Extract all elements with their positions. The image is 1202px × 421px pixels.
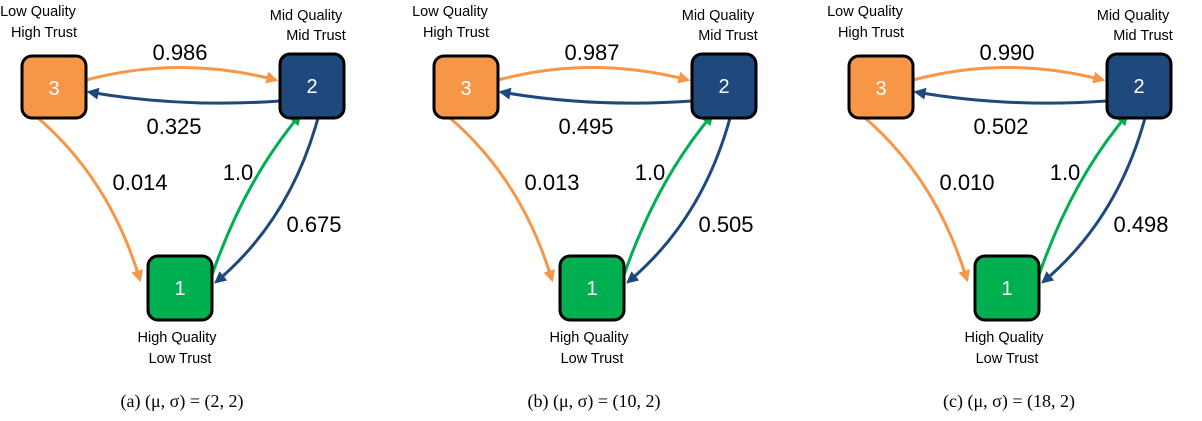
state-3-node [847,54,915,120]
state-3-label-line2: High Trust [423,25,489,41]
edge-1-to-2 [1037,113,1129,276]
state-1-label-line2: Low Trust [976,351,1039,367]
panel-a: 3 2 1 Low Quality High Trust Mid Quality… [0,4,346,412]
state-3-label-line1: Low Quality [0,4,77,20]
state-3-id: 3 [875,78,886,100]
state-1-node [146,254,214,322]
state-1-id: 1 [174,278,185,300]
edge-3-to-1 [864,116,970,283]
state-1-node [973,254,1041,322]
state-1-id: 1 [1001,278,1012,300]
edge-2-to-1 [214,117,320,284]
edge-3-to-1 [37,116,143,283]
state-2-label-line2: Mid Trust [1113,28,1173,44]
prob-3-to-2: 0.990 [979,40,1034,65]
state-2-node [690,52,758,120]
panel-b: 3 2 1 Low Quality High Trust Mid Quality… [412,4,758,412]
state-2-label-line1: Mid Quality [270,8,343,24]
edge-2-to-1 [1041,117,1147,284]
edge-3-to-1 [449,116,555,283]
state-2-label-line1: Mid Quality [682,8,755,24]
panel-caption: (a) (μ, σ) = (2, 2) [121,391,244,412]
prob-2-to-3: 0.502 [973,114,1028,139]
edge-3-to-2 [912,66,1106,84]
state-1-label-line2: Low Trust [149,351,212,367]
edge-2-to-3 [86,87,281,105]
edge-3-to-2 [497,66,691,84]
state-2-label-line2: Mid Trust [698,28,758,44]
state-1-node [558,254,626,322]
prob-1-to-2: 1.0 [635,160,666,185]
edge-2-to-1 [626,117,732,284]
state-1-label-line1: High Quality [550,330,630,346]
state-2-id: 2 [1133,76,1144,98]
panel-caption: (b) (μ, σ) = (10, 2) [528,391,661,412]
state-2-id: 2 [306,76,317,98]
edge-3-to-2 [85,66,279,84]
state-2-label-line2: Mid Trust [286,28,346,44]
prob-1-to-2: 1.0 [223,160,254,185]
state-1-id: 1 [586,278,597,300]
edge-1-to-2 [622,113,714,276]
state-2-label-line1: Mid Quality [1097,8,1170,24]
prob-3-to-1: 0.013 [524,170,579,195]
state-2-node [1105,52,1173,120]
edge-1-to-2 [210,113,302,276]
state-1-label-line1: High Quality [138,330,218,346]
edge-2-to-3 [913,87,1108,105]
state-3-node [20,54,88,120]
state-2-id: 2 [718,76,729,98]
state-3-label-line1: Low Quality [412,4,489,20]
panel-caption: (c) (μ, σ) = (18, 2) [943,391,1075,412]
prob-2-to-3: 0.325 [146,114,201,139]
edge-2-to-3 [498,87,693,105]
state-1-label-line2: Low Trust [561,351,624,367]
prob-3-to-1: 0.010 [939,170,994,195]
prob-3-to-1: 0.014 [112,170,167,195]
prob-2-to-1: 0.505 [698,212,753,237]
state-3-node [432,54,500,120]
state-3-id: 3 [460,78,471,100]
state-3-label-line2: High Trust [838,25,904,41]
prob-3-to-2: 0.987 [564,40,619,65]
panel-c: 3 2 1 Low Quality High Trust Mid Quality… [827,4,1173,412]
prob-3-to-2: 0.986 [152,40,207,65]
prob-1-to-2: 1.0 [1050,160,1081,185]
prob-2-to-1: 0.675 [286,212,341,237]
state-3-label-line2: High Trust [11,25,77,41]
state-3-id: 3 [48,78,59,100]
state-3-label-line1: Low Quality [827,4,904,20]
state-2-node [278,52,346,120]
prob-2-to-1: 0.498 [1113,212,1168,237]
prob-2-to-3: 0.495 [558,114,613,139]
state-1-label-line1: High Quality [965,330,1045,346]
